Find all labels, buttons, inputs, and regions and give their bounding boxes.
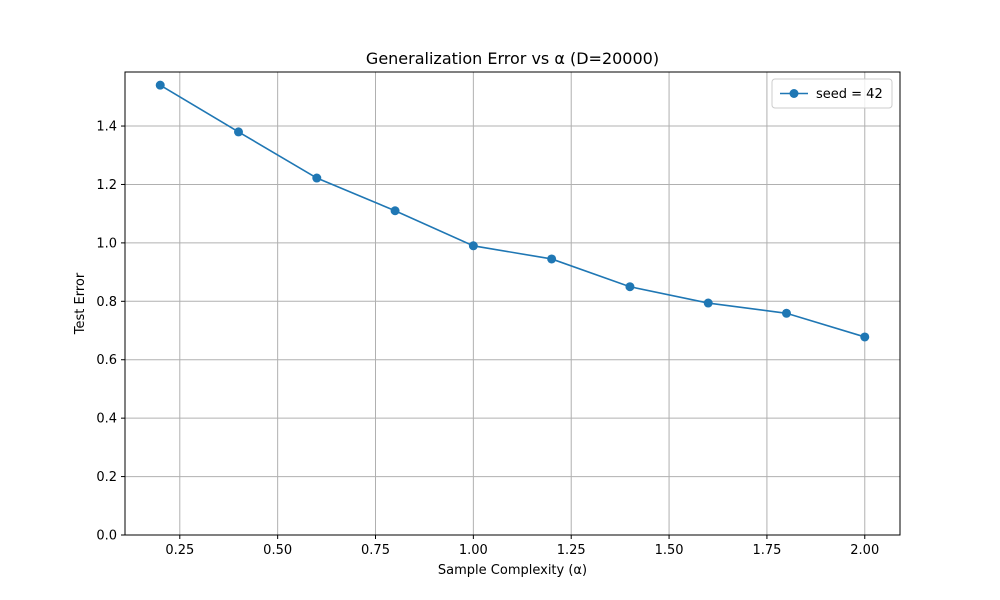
plot-frame: [124, 71, 901, 536]
x-tick-label: 1.00: [459, 543, 488, 558]
x-tick-label: 0.25: [165, 543, 194, 558]
x-axis: 0.25 0.50 0.75 1.00 1.25 1.50 1.75 2.00: [165, 535, 879, 558]
series-line: [159, 84, 866, 338]
data-point: [155, 80, 165, 90]
x-tick-label: 1.50: [655, 543, 684, 558]
legend-label: seed = 42: [816, 87, 883, 102]
data-point: [312, 173, 322, 183]
series-layer: [155, 80, 870, 342]
data-point: [234, 127, 244, 137]
y-tick-label: 0.6: [96, 353, 117, 368]
legend-box: [771, 78, 893, 109]
data-point: [781, 308, 791, 318]
data-point: [468, 241, 478, 251]
data-point: [703, 298, 713, 308]
x-tick-label: 2.00: [850, 543, 879, 558]
y-tick-label: 0.4: [96, 412, 117, 427]
x-tick-label: 1.25: [557, 543, 586, 558]
x-axis-label: Sample Complexity (α): [438, 563, 587, 578]
y-tick-label: 1.2: [96, 178, 117, 193]
y-tick-label: 1.0: [96, 236, 117, 251]
legend: seed = 42: [771, 78, 893, 109]
legend-marker: [789, 89, 799, 98]
y-tick-label: 0.2: [96, 470, 117, 485]
y-axis: 0.0 0.2 0.4 0.6 0.8 1.0 1.2 1.4: [96, 120, 125, 544]
data-point: [390, 206, 400, 216]
y-axis-label: Test Error: [73, 272, 88, 335]
data-point: [547, 254, 557, 264]
y-tick-label: 0.8: [96, 295, 117, 310]
chart-title: Generalization Error vs α (D=20000): [366, 49, 659, 68]
y-tick-label: 1.4: [96, 120, 117, 135]
x-tick-label: 1.75: [752, 543, 781, 558]
data-point: [860, 332, 870, 342]
data-point: [625, 282, 635, 292]
x-tick-label: 0.75: [361, 543, 390, 558]
y-tick-label: 0.0: [96, 529, 117, 544]
x-tick-label: 0.50: [263, 543, 292, 558]
